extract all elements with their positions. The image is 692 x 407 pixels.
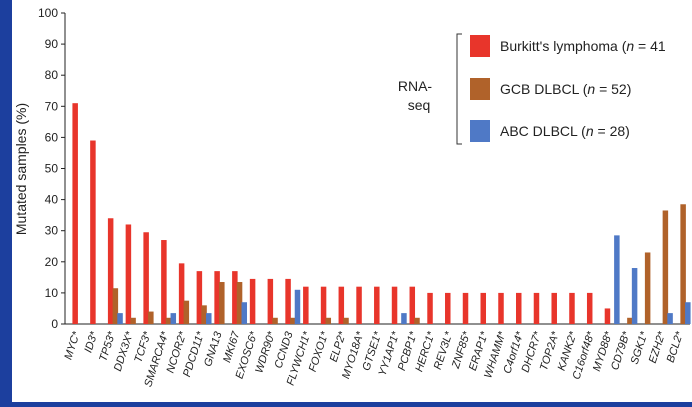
bar <box>290 317 296 324</box>
legend-group-label: seq <box>408 97 431 113</box>
bars <box>72 103 691 324</box>
bar <box>338 286 345 324</box>
bar <box>401 313 407 324</box>
x-tick-label: MYC* <box>62 330 83 362</box>
bar <box>498 292 504 324</box>
x-tick-label: ID3* <box>82 330 100 355</box>
bar-chart: 0 10 20 30 40 50 60 70 80 90 100 MYC* ID3*TP53*DDX3… <box>13 6 691 389</box>
legend-bracket <box>456 33 462 145</box>
bar <box>214 271 220 324</box>
bar <box>515 292 522 324</box>
bar <box>117 313 123 324</box>
bar <box>320 286 327 324</box>
bar <box>170 313 177 324</box>
y-tick-label: 0 <box>51 317 58 331</box>
bar <box>604 308 611 324</box>
legend-swatch <box>470 78 490 100</box>
bar <box>445 292 451 324</box>
bar <box>374 286 380 324</box>
bar <box>343 317 349 324</box>
bar <box>586 292 593 324</box>
bar <box>533 292 540 324</box>
bar <box>165 317 172 324</box>
bar <box>462 292 469 324</box>
bar <box>112 288 119 324</box>
bar <box>130 317 136 324</box>
bar <box>662 210 669 324</box>
bar <box>644 252 651 324</box>
bar <box>685 302 691 324</box>
y-tick-label: 70 <box>45 99 59 113</box>
y-tick-label: 60 <box>45 130 59 144</box>
bar <box>480 292 487 324</box>
bar <box>569 292 575 324</box>
legend-swatch <box>470 35 490 57</box>
bar <box>143 232 149 324</box>
axes: 0 10 20 30 40 50 60 70 80 90 100 <box>38 6 690 331</box>
bar <box>72 103 78 324</box>
bar <box>285 278 291 324</box>
chart-panel: 0 10 20 30 40 50 60 70 80 90 100 MYC* ID3* TP53* DDX3… <box>12 0 692 402</box>
bar <box>272 317 278 324</box>
bar <box>356 286 362 324</box>
bar <box>551 292 557 324</box>
bar <box>667 313 673 324</box>
bar <box>391 286 398 324</box>
y-tick-label: 20 <box>45 255 59 269</box>
y-tick-label: 50 <box>45 162 59 176</box>
legend: RNA-seq Burkitt's lymphoma (n = 41 GCB DLB… <box>398 33 666 145</box>
bar <box>614 235 620 324</box>
bar <box>303 286 309 324</box>
x-tick-labels: MYC* ID3*TP53*DDX3X*TCF3*SMARCA4*NCOR2*PD… <box>62 329 686 388</box>
bar <box>409 286 416 324</box>
bar <box>201 305 207 324</box>
legend-entry: ABC DLBCL (n = 28) <box>500 123 630 139</box>
bar <box>183 300 190 324</box>
bar <box>196 271 203 324</box>
bar <box>161 240 167 324</box>
bar <box>680 204 686 324</box>
bar <box>206 313 212 324</box>
bar <box>178 263 185 324</box>
bar <box>294 289 301 324</box>
bar <box>414 317 420 324</box>
bar <box>249 278 256 324</box>
bar <box>236 282 243 324</box>
y-tick-label: 100 <box>38 6 58 20</box>
bar <box>148 311 154 324</box>
bar <box>219 282 225 324</box>
legend-group-label: RNA- <box>398 78 433 94</box>
bar <box>90 140 96 324</box>
bar <box>427 292 433 324</box>
bar <box>241 302 248 324</box>
y-tick-label: 90 <box>45 37 59 51</box>
bar <box>267 278 274 324</box>
y-axis-label: Mutated samples (%) <box>13 103 29 235</box>
legend-entry: GCB DLBCL (n = 52) <box>500 81 631 97</box>
bar <box>627 317 633 324</box>
bar <box>232 271 238 324</box>
legend-swatch <box>470 120 490 142</box>
legend-entry: Burkitt's lymphoma (n = 41 <box>500 38 666 54</box>
y-tick-label: 40 <box>45 193 59 207</box>
y-tick-label: 80 <box>45 68 59 82</box>
bar <box>325 317 332 324</box>
y-tick-label: 30 <box>45 224 59 238</box>
y-tick-label: 10 <box>45 286 59 300</box>
bar <box>125 224 132 324</box>
bar <box>107 218 114 324</box>
bar <box>631 268 638 324</box>
